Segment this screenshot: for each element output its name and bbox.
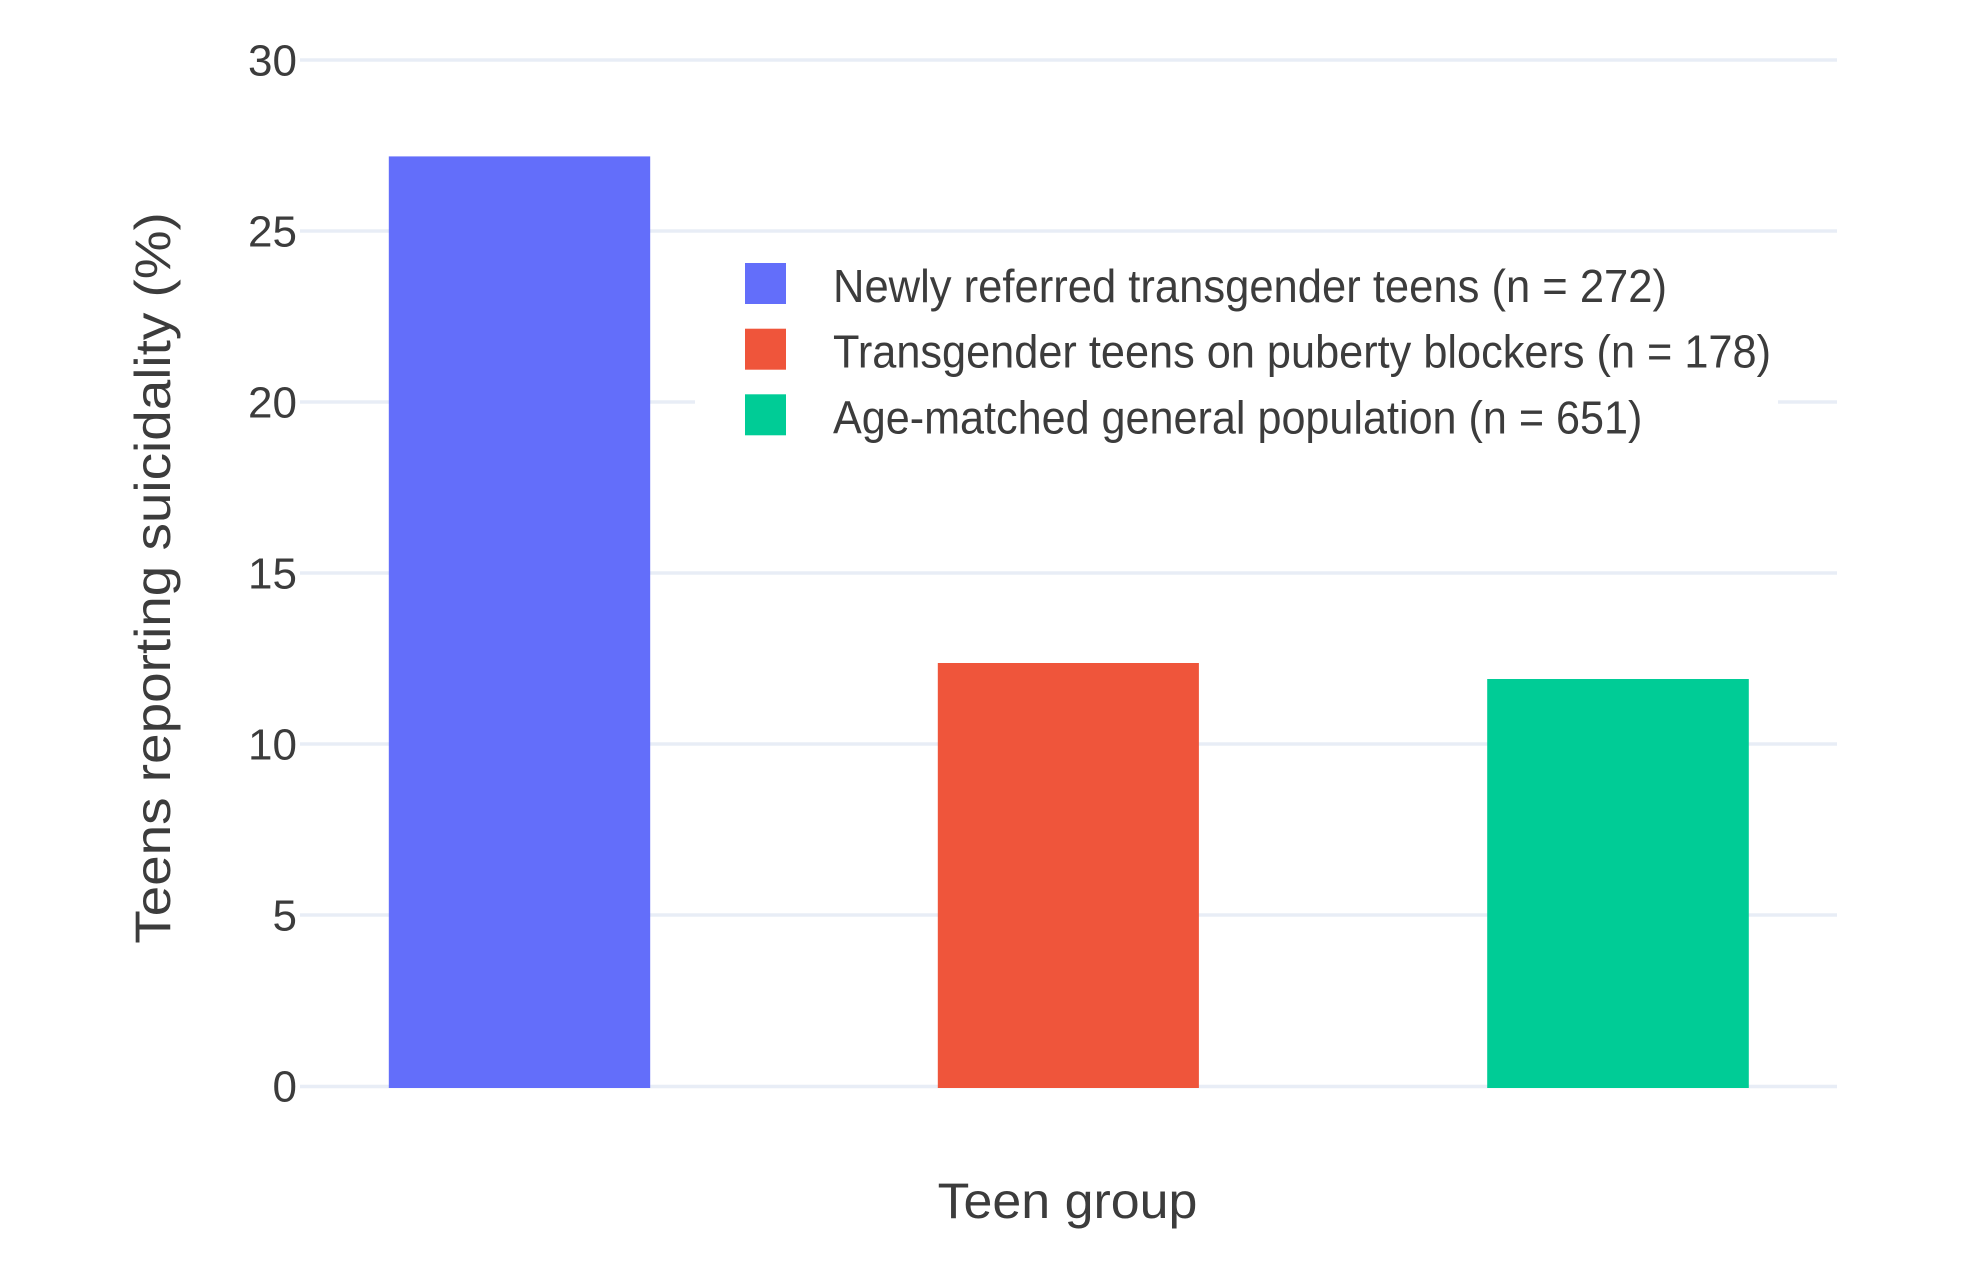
svg-text:15: 15 [248,550,297,599]
svg-text:10: 10 [248,721,297,770]
svg-text:5: 5 [273,892,297,941]
svg-text:30: 30 [248,37,297,86]
svg-text:Teen group: Teen group [938,1173,1198,1229]
svg-text:Age-matched general population: Age-matched general population (n = 651) [833,391,1642,443]
svg-text:Transgender teens on puberty b: Transgender teens on puberty blockers (n… [833,326,1771,378]
svg-text:Teens reporting suicidality (%: Teens reporting suicidality (%) [125,212,181,944]
svg-text:0: 0 [273,1063,297,1112]
svg-text:20: 20 [248,379,297,428]
svg-text:Newly referred transgender tee: Newly referred transgender teens (n = 27… [833,260,1667,312]
svg-text:25: 25 [248,208,297,257]
